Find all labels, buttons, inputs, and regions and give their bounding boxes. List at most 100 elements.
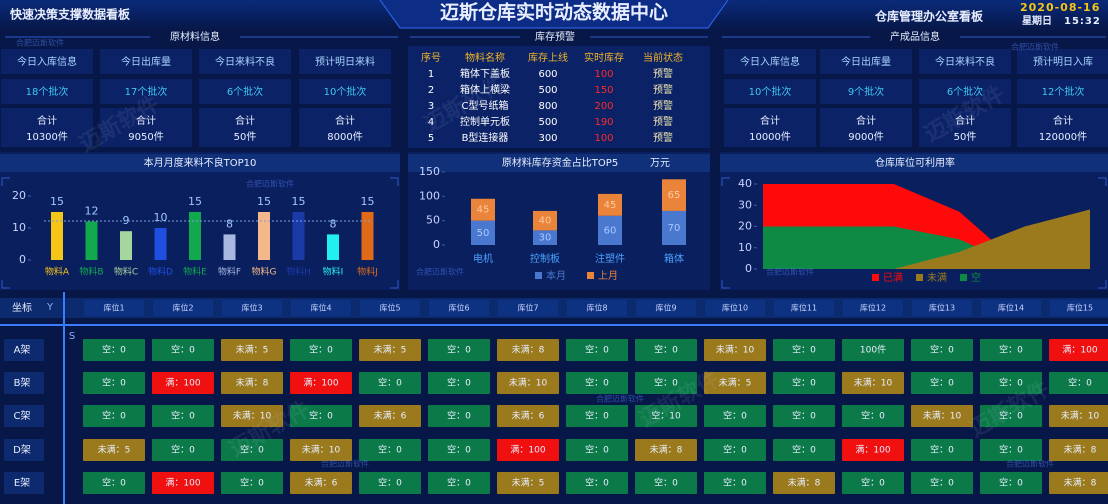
table-cell: 2 bbox=[428, 85, 434, 96]
column-header-box bbox=[222, 300, 282, 316]
location-cell-text: 空：0 bbox=[930, 377, 954, 389]
location-cell bbox=[221, 472, 283, 494]
column-header: 库位2 bbox=[172, 303, 193, 313]
location-cell bbox=[911, 472, 973, 494]
value-label: 15 bbox=[292, 195, 306, 208]
location-cell bbox=[290, 472, 352, 494]
x-tick-label: 箱体 bbox=[664, 252, 684, 265]
location-cell-text: 未满：10 bbox=[302, 444, 341, 456]
location-cell-text: 空：0 bbox=[585, 477, 609, 489]
location-cell bbox=[635, 339, 697, 361]
location-cell-text: 未满：10 bbox=[854, 377, 893, 389]
column-header: 库位14 bbox=[998, 303, 1024, 313]
content: 原材料信息今日入库信息18个批次合计10300件今日出库量17个批次合计9050… bbox=[1, 30, 1108, 494]
chart-title: 仓库库位可利用率 bbox=[875, 156, 955, 169]
location-cell bbox=[704, 372, 766, 394]
location-cell bbox=[635, 439, 697, 461]
column-header: 库位3 bbox=[241, 303, 262, 313]
info-total-label: 合计 bbox=[37, 114, 57, 127]
location-cell bbox=[497, 439, 559, 461]
location-cell-text: 空：0 bbox=[102, 377, 126, 389]
grid-axis-label: S bbox=[69, 331, 75, 342]
info-total: 50件 bbox=[234, 131, 257, 143]
location-cell-text: 100件 bbox=[860, 344, 886, 356]
chart-title-bar bbox=[0, 154, 400, 172]
info-box bbox=[299, 49, 391, 74]
location-cell bbox=[497, 339, 559, 361]
chart-title: 原材料库存资金占比TOP5 bbox=[502, 156, 618, 169]
table-cell: 3 bbox=[428, 101, 434, 112]
info-total-label: 合计 bbox=[856, 114, 876, 127]
info-label: 今日出库量 bbox=[121, 55, 171, 68]
location-cell-text: 满：100 bbox=[165, 378, 200, 389]
location-cell-text: 空：0 bbox=[447, 344, 471, 356]
header-left: 快速决策支撑数据看板 bbox=[10, 7, 131, 22]
info-box bbox=[724, 79, 816, 104]
location-cell bbox=[566, 372, 628, 394]
bar-segment bbox=[533, 210, 557, 231]
legend-swatch bbox=[587, 272, 594, 279]
value-label: 15 bbox=[361, 195, 375, 208]
column-header-box bbox=[360, 300, 420, 316]
location-cell-text: 未满：8 bbox=[650, 444, 683, 456]
value-label: 45 bbox=[477, 205, 490, 216]
column-header-box bbox=[84, 300, 144, 316]
row-header-box bbox=[4, 405, 44, 427]
legend-swatch bbox=[916, 274, 923, 281]
location-cell bbox=[566, 339, 628, 361]
y-tick-label: 0 bbox=[433, 238, 440, 251]
table-cell: 预警 bbox=[653, 131, 673, 144]
bar bbox=[292, 212, 305, 260]
location-cell-text: 空：0 bbox=[378, 477, 402, 489]
watermark: 合肥迈斯软件 bbox=[1006, 459, 1054, 469]
table-cell: 预警 bbox=[653, 67, 673, 80]
info-box bbox=[1017, 79, 1108, 104]
bar bbox=[361, 212, 374, 260]
value-label: 12 bbox=[85, 205, 99, 218]
location-cell-text: 空：0 bbox=[102, 410, 126, 422]
info-box bbox=[199, 49, 291, 74]
info-box bbox=[919, 79, 1011, 104]
table-cell: B型连接器 bbox=[462, 131, 509, 144]
info-total-label: 合计 bbox=[955, 114, 975, 127]
location-cell bbox=[83, 439, 145, 461]
area bbox=[763, 209, 1090, 269]
info-total-label: 合计 bbox=[335, 114, 355, 127]
bar-segment bbox=[662, 210, 686, 245]
x-tick-label: 注塑件 bbox=[595, 252, 625, 265]
header-title: 迈斯仓库实时动态数据中心 bbox=[440, 1, 668, 24]
location-cell bbox=[152, 339, 214, 361]
location-cell-text: 空：0 bbox=[585, 344, 609, 356]
location-cell bbox=[152, 405, 214, 427]
location-cell-text: 空：0 bbox=[447, 377, 471, 389]
location-cell bbox=[1049, 339, 1108, 361]
bar-segment bbox=[471, 198, 495, 221]
section-title: 产成品信息 bbox=[890, 30, 940, 43]
location-cell bbox=[290, 439, 352, 461]
row-header-box bbox=[4, 372, 44, 394]
location-cell bbox=[428, 405, 490, 427]
column-header: 库位11 bbox=[791, 303, 817, 313]
location-cell-text: 未满：8 bbox=[512, 344, 545, 356]
value-label: 70 bbox=[668, 223, 681, 234]
info-box bbox=[724, 108, 816, 147]
location-cell-text: 空：0 bbox=[240, 477, 264, 489]
info-box bbox=[100, 49, 192, 74]
location-cell bbox=[428, 339, 490, 361]
location-cell-text: 空：0 bbox=[999, 477, 1023, 489]
column-header-box bbox=[153, 300, 213, 316]
info-batches: 6个批次 bbox=[227, 85, 263, 98]
location-cell-text: 空：0 bbox=[999, 344, 1023, 356]
x-tick-label: 物料I bbox=[323, 266, 344, 278]
info-box bbox=[100, 108, 192, 147]
location-cell-text: 空：0 bbox=[378, 444, 402, 456]
location-cell bbox=[773, 372, 835, 394]
info-batches: 10个批次 bbox=[749, 85, 792, 98]
value-label: 45 bbox=[604, 200, 617, 211]
column-header-box bbox=[636, 300, 696, 316]
column-header: 库位1 bbox=[103, 303, 124, 313]
info-box bbox=[1, 108, 93, 147]
location-cell-text: 未满：8 bbox=[236, 377, 269, 389]
value-label: 15 bbox=[257, 195, 271, 208]
y-tick-label: 50 bbox=[426, 214, 440, 227]
